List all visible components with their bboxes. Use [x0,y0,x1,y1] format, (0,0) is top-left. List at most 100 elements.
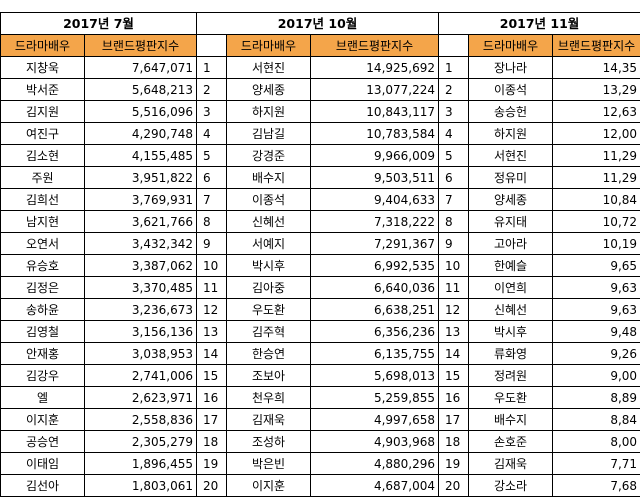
rank-november: 16 [439,387,469,409]
index-value-november: 10,19 [553,233,640,255]
rank-october: 6 [197,167,227,189]
rank-october: 7 [197,189,227,211]
actor-name-november: 정려원 [469,365,553,387]
rank-november: 14 [439,343,469,365]
actor-name-october: 천우희 [227,387,311,409]
index-value-july: 7,647,071 [85,57,197,79]
index-value-november: 10,72 [553,211,640,233]
rank-november: 9 [439,233,469,255]
header-rank-october [197,35,227,57]
actor-name-october: 양세종 [227,79,311,101]
actor-name-july: 공승연 [1,431,85,453]
index-value-october: 9,404,633 [311,189,439,211]
index-value-october: 4,903,968 [311,431,439,453]
index-value-july: 3,156,136 [85,321,197,343]
rank-october: 9 [197,233,227,255]
rank-november: 3 [439,101,469,123]
actor-name-november: 고아라 [469,233,553,255]
index-value-november: 11,29 [553,145,640,167]
actor-name-november: 하지원 [469,123,553,145]
actor-name-july: 김강우 [1,365,85,387]
index-value-july: 3,769,931 [85,189,197,211]
index-value-november: 9,63 [553,277,640,299]
index-value-july: 1,896,455 [85,453,197,475]
column-header-row: 드라마배우 브랜드평판지수 드라마배우 브랜드평판지수 드라마배우 브랜드평판지… [1,35,640,57]
actor-name-october: 서예지 [227,233,311,255]
actor-name-july: 여진구 [1,123,85,145]
index-value-october: 4,687,004 [311,475,439,497]
rank-october: 10 [197,255,227,277]
index-value-october: 4,880,296 [311,453,439,475]
actor-name-november: 우도환 [469,387,553,409]
actor-name-november: 김재욱 [469,453,553,475]
index-value-july: 3,370,485 [85,277,197,299]
actor-name-october: 이지훈 [227,475,311,497]
actor-name-october: 강경준 [227,145,311,167]
rank-october: 8 [197,211,227,233]
header-index-october: 브랜드평판지수 [311,35,439,57]
index-value-november: 10,84 [553,189,640,211]
index-value-november: 13,29 [553,79,640,101]
actor-name-july: 김지원 [1,101,85,123]
actor-name-november: 장나라 [469,57,553,79]
index-value-november: 9,48 [553,321,640,343]
actor-name-october: 김아중 [227,277,311,299]
index-value-july: 3,387,062 [85,255,197,277]
rank-october: 20 [197,475,227,497]
actor-name-november: 서현진 [469,145,553,167]
rank-october: 3 [197,101,227,123]
index-value-november: 12,00 [553,123,640,145]
index-value-october: 6,640,036 [311,277,439,299]
actor-name-november: 유지태 [469,211,553,233]
rank-november: 13 [439,321,469,343]
actor-name-november: 박시후 [469,321,553,343]
index-value-october: 13,077,224 [311,79,439,101]
index-value-october: 9,966,009 [311,145,439,167]
actor-name-november: 강소라 [469,475,553,497]
actor-name-october: 우도환 [227,299,311,321]
rank-october: 16 [197,387,227,409]
actor-name-november: 이연희 [469,277,553,299]
rank-october: 18 [197,431,227,453]
actor-name-july: 엘 [1,387,85,409]
rank-october: 12 [197,299,227,321]
index-value-july: 3,621,766 [85,211,197,233]
rank-november: 17 [439,409,469,431]
actor-name-july: 이지훈 [1,409,85,431]
actor-name-july: 유승호 [1,255,85,277]
actor-name-november: 배수지 [469,409,553,431]
index-value-october: 5,259,855 [311,387,439,409]
index-value-july: 1,803,061 [85,475,197,497]
actor-name-november: 류화영 [469,343,553,365]
actor-name-july: 오연서 [1,233,85,255]
rank-october: 4 [197,123,227,145]
actor-name-july: 주원 [1,167,85,189]
index-value-november: 9,65 [553,255,640,277]
actor-name-october: 신혜선 [227,211,311,233]
actor-name-july: 김정은 [1,277,85,299]
actor-name-november: 양세종 [469,189,553,211]
actor-name-july: 이태임 [1,453,85,475]
index-value-october: 7,318,222 [311,211,439,233]
actor-name-july: 안재홍 [1,343,85,365]
actor-name-october: 박시후 [227,255,311,277]
index-value-july: 5,648,213 [85,79,197,101]
index-value-november: 9,00 [553,365,640,387]
rank-october: 14 [197,343,227,365]
index-value-july: 3,951,822 [85,167,197,189]
actor-name-october: 이종석 [227,189,311,211]
actor-name-november: 신혜선 [469,299,553,321]
index-value-july: 2,305,279 [85,431,197,453]
index-value-october: 10,843,117 [311,101,439,123]
